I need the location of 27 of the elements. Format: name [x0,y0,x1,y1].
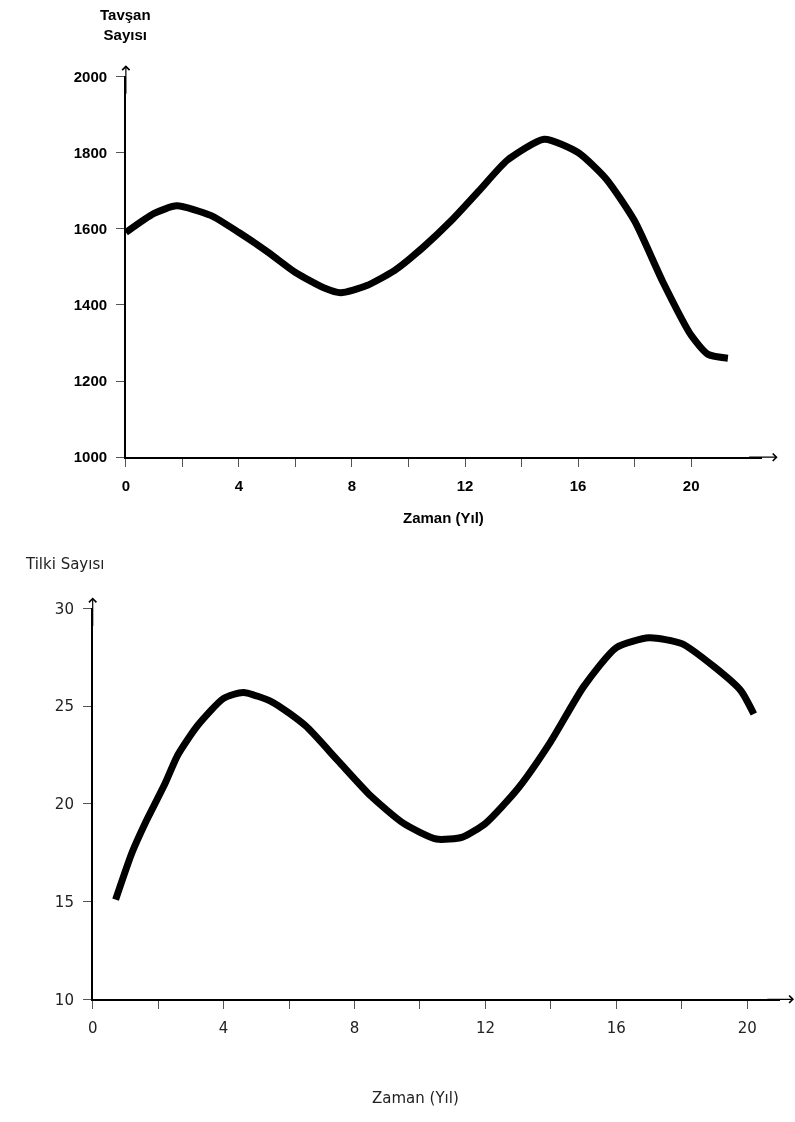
x-axis-title: Zaman (Yıl) [403,509,484,526]
y-axis-title: Tavşan Sayısı [100,6,151,43]
y-tick-label: 1200 [73,372,108,390]
x-tick-label: 4 [234,476,244,494]
y-tick-label: 25 [54,697,74,716]
y-tick-label: 10 [54,990,74,1009]
x-tick-label: 0 [121,476,131,494]
y-tick-label: 2000 [73,67,108,85]
x-tick-label: 16 [606,1019,626,1038]
y-tick-label: 30 [54,599,74,618]
x-tick-label: 0 [87,1019,98,1038]
x-axis-title: Zaman (Yıl) [372,1089,459,1107]
y-tick-label: 1000 [73,448,108,466]
y-tick-label: 1800 [73,143,108,161]
y-tick-label: 1400 [73,296,108,314]
x-tick-label: 12 [475,1019,495,1038]
x-tick-label: 20 [682,476,700,494]
y-tick-label: 1600 [73,219,108,237]
x-tick-label: 8 [347,476,357,494]
x-tick-label: 8 [349,1019,360,1038]
x-tick-label: 16 [569,476,587,494]
x-tick-label: 4 [218,1019,229,1038]
y-axis-title: Tilki Sayısı [25,555,105,573]
y-tick-label: 20 [54,795,74,814]
y-tick-label: 15 [54,892,74,911]
x-tick-label: 12 [456,476,474,494]
x-tick-label: 20 [737,1019,757,1038]
